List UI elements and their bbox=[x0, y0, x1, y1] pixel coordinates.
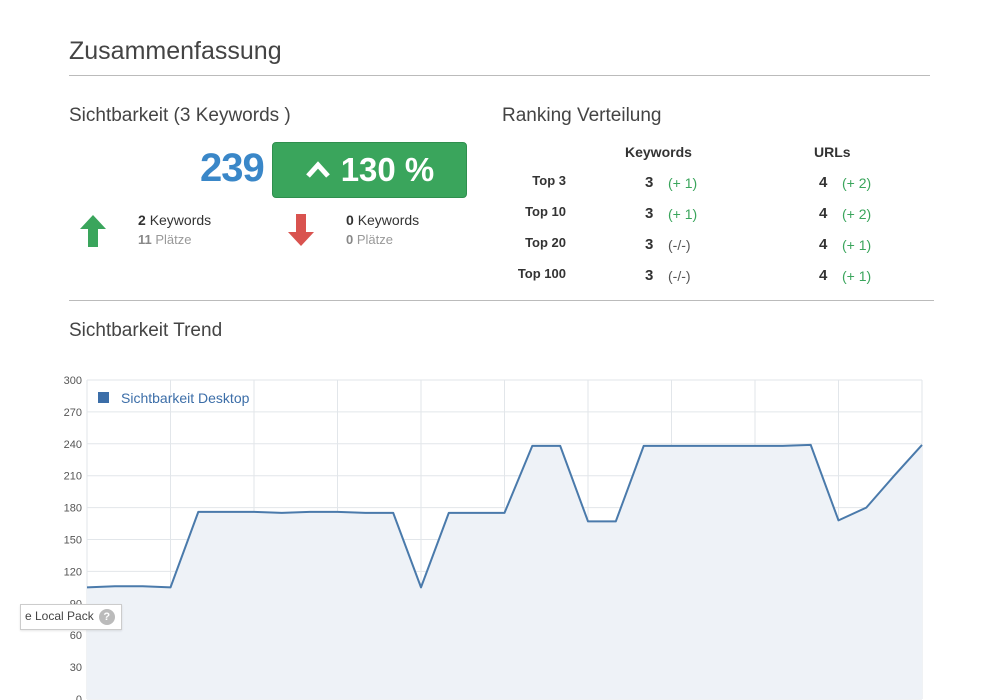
visibility-title: Sichtbarkeit (3 Keywords ) bbox=[69, 105, 291, 126]
places-down-count: 0 bbox=[346, 232, 354, 247]
y-tick-label: 0 bbox=[76, 694, 82, 700]
ranking-row-label: Top 100 bbox=[517, 266, 566, 281]
ranking-kw-delta: (+ 1) bbox=[668, 175, 698, 191]
visibility-trend-chart: 0306090120150180210240270300Sichtbarkeit… bbox=[64, 375, 923, 700]
local-pack-tooltip[interactable]: e Local Pack ? bbox=[20, 604, 122, 630]
ranking-url-delta: (+ 2) bbox=[842, 175, 872, 191]
visibility-change-badge: 130 % bbox=[272, 142, 467, 198]
title-divider bbox=[69, 75, 930, 76]
places-up-count: 11 bbox=[138, 232, 152, 247]
ranking-url-value: 4 bbox=[819, 236, 828, 253]
ranking-url-value: 4 bbox=[819, 267, 828, 284]
y-tick-label: 240 bbox=[64, 439, 82, 451]
arrow-down-icon bbox=[288, 214, 314, 246]
ranking-kw-delta: (-/-) bbox=[668, 268, 691, 284]
chevron-up-icon bbox=[305, 161, 330, 178]
ranking-url-delta: (+ 1) bbox=[842, 237, 872, 253]
ranking-url-delta: (+ 2) bbox=[842, 206, 872, 222]
series-area bbox=[87, 444, 922, 699]
legend-swatch bbox=[98, 392, 109, 403]
y-tick-label: 150 bbox=[64, 535, 82, 547]
help-icon[interactable]: ? bbox=[98, 609, 115, 625]
ranking-col-urls: URLs bbox=[814, 144, 851, 160]
keywords-down-count: 0 bbox=[346, 212, 354, 228]
ranking-kw-value: 3 bbox=[645, 236, 654, 253]
y-tick-label: 300 bbox=[64, 375, 82, 387]
ranking-kw-delta: (+ 1) bbox=[668, 206, 698, 222]
places-down-label: Plätze bbox=[356, 232, 393, 247]
y-tick-label: 210 bbox=[64, 471, 82, 483]
ranking-kw-value: 3 bbox=[645, 174, 654, 191]
y-tick-label: 120 bbox=[64, 566, 82, 578]
ranking-kw-delta: (-/-) bbox=[668, 237, 691, 253]
ranking-row-label: Top 3 bbox=[532, 173, 566, 188]
trend-title: Sichtbarkeit Trend bbox=[69, 320, 223, 341]
local-pack-label: e Local Pack bbox=[25, 609, 94, 623]
y-tick-label: 180 bbox=[64, 503, 82, 515]
ranking-kw-value: 3 bbox=[645, 267, 654, 284]
ranking-url-value: 4 bbox=[819, 174, 828, 191]
ranking-col-keywords: Keywords bbox=[625, 144, 692, 160]
ranking-kw-value: 3 bbox=[645, 205, 654, 222]
page-title: Zusammenfassung bbox=[69, 37, 282, 65]
keywords-down-label: Keywords bbox=[357, 212, 420, 228]
y-tick-label: 270 bbox=[64, 407, 82, 419]
ranking-title: Ranking Verteilung bbox=[502, 105, 662, 126]
keywords-up-label: Keywords bbox=[149, 212, 212, 228]
keywords-up-count: 2 bbox=[138, 212, 146, 228]
places-up-label: Plätze bbox=[155, 232, 192, 247]
ranking-url-value: 4 bbox=[819, 205, 828, 222]
keywords-down-summary: 0 Keywords 0 Plätze bbox=[346, 212, 419, 247]
keywords-up-summary: 2 Keywords 11 Plätze bbox=[138, 212, 211, 247]
arrow-up-icon bbox=[80, 215, 106, 247]
y-tick-label: 60 bbox=[70, 630, 82, 642]
legend-label: Sichtbarkeit Desktop bbox=[121, 390, 250, 406]
ranking-url-delta: (+ 1) bbox=[842, 268, 872, 284]
ranking-row-label: Top 10 bbox=[525, 204, 566, 219]
visibility-score: 239 bbox=[200, 146, 265, 190]
y-tick-label: 30 bbox=[70, 662, 82, 674]
visibility-change-value: 130 % bbox=[340, 151, 435, 188]
section-divider bbox=[69, 300, 934, 301]
ranking-row-label: Top 20 bbox=[525, 235, 566, 250]
